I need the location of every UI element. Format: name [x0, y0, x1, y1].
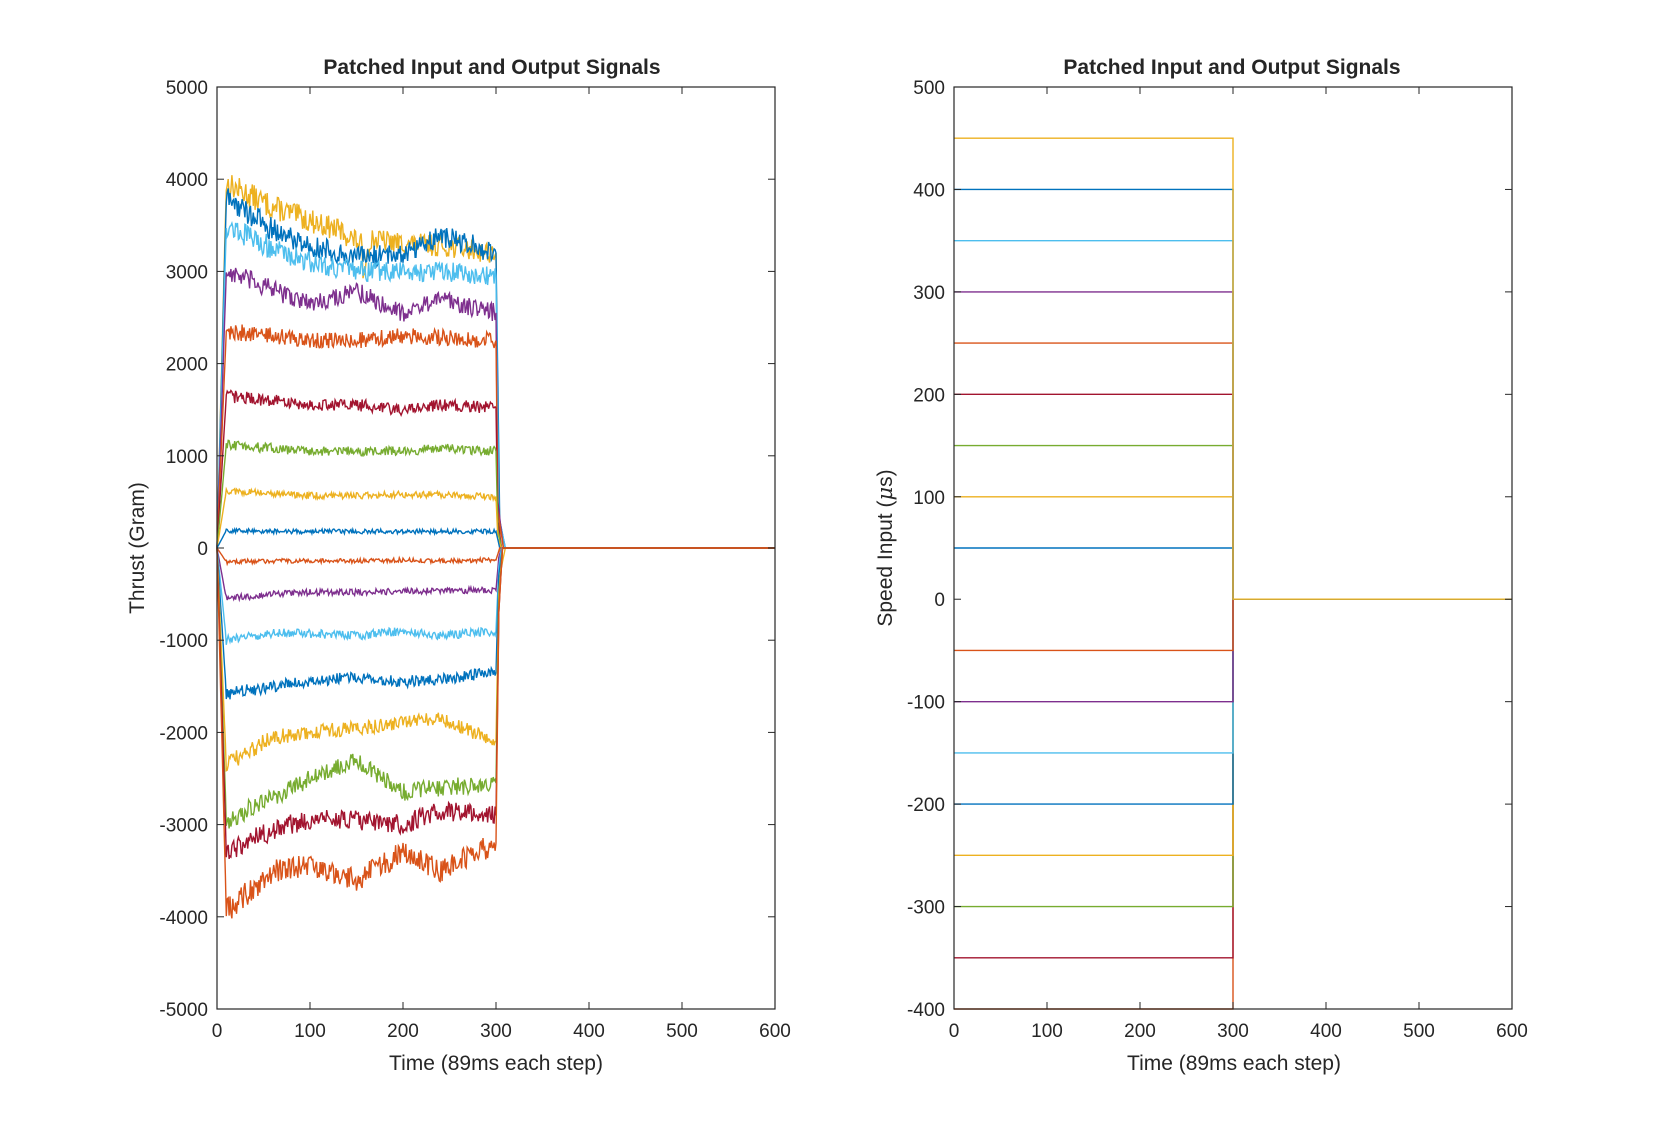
- speed-y-tick-label: -200: [907, 795, 945, 816]
- thrust-y-tick-label: 2000: [166, 355, 208, 376]
- thrust-y-tick-label: -1000: [159, 631, 208, 652]
- speed-y-axis-label-mu: μ: [873, 487, 897, 501]
- speed-y-axis-label-suffix: s): [874, 469, 897, 487]
- speed-y-tick-label: 200: [913, 385, 945, 406]
- speed-x-tick-label: 0: [949, 1021, 960, 1042]
- speed-chart-title: Patched Input and Output Signals: [1063, 56, 1400, 79]
- thrust-y-tick-label: 5000: [166, 78, 208, 99]
- speed-x-axis-label: Time (89ms each step): [1127, 1052, 1341, 1075]
- thrust-y-tick-label: -4000: [159, 908, 208, 929]
- thrust-y-ticks: -5000 -4000 -3000 -2000 -1000 0 1000 2000 3000 40…: [159, 78, 775, 1021]
- thrust-x-tick-label: 400: [573, 1021, 605, 1042]
- speed-x-tick-label: 500: [1403, 1021, 1435, 1042]
- speed-y-axis-label: Speed Input (μs): [873, 469, 897, 626]
- thrust-x-tick-label: 600: [759, 1021, 791, 1042]
- thrust-y-tick-label: -3000: [159, 816, 208, 837]
- speed-series-line: [954, 598, 1512, 652]
- speed-x-tick-label: 600: [1496, 1021, 1528, 1042]
- thrust-series-line: [216, 486, 775, 549]
- speed-y-tick-label: -400: [907, 1000, 945, 1021]
- thrust-x-axis-label: Time (89ms each step): [389, 1052, 603, 1075]
- thrust-y-tick-label: -5000: [159, 1000, 208, 1021]
- thrust-chart-title: Patched Input and Output Signals: [323, 56, 660, 79]
- thrust-x-ticks: 0 100 200 300 400 500 600: [212, 87, 791, 1042]
- speed-y-tick-label: 500: [913, 78, 945, 99]
- thrust-plot-area: [216, 175, 775, 919]
- thrust-x-tick-label: 200: [387, 1021, 419, 1042]
- thrust-x-tick-label: 500: [666, 1021, 698, 1042]
- speed-y-tick-label: -100: [907, 693, 945, 714]
- speed-x-tick-label: 300: [1217, 1021, 1249, 1042]
- thrust-y-tick-label: -2000: [159, 723, 208, 744]
- thrust-series-line: [216, 547, 775, 645]
- speed-y-tick-label: 400: [913, 180, 945, 201]
- speed-x-tick-label: 400: [1310, 1021, 1342, 1042]
- thrust-x-tick-label: 300: [480, 1021, 512, 1042]
- speed-y-tick-label: 300: [913, 283, 945, 304]
- thrust-x-tick-label: 100: [294, 1021, 326, 1042]
- speed-y-tick-label: 0: [934, 590, 945, 611]
- speed-y-ticks: -400 -300 -200 -100 0 100 200 300 400 500: [907, 78, 1512, 1021]
- thrust-chart: Patched Input and Output Signals 0 100 200…: [126, 56, 791, 1075]
- speed-chart: Patched Input and Output Signals 0 100 200…: [873, 56, 1528, 1075]
- thrust-series-line: [216, 526, 775, 549]
- thrust-y-tick-label: 3000: [166, 262, 208, 283]
- thrust-y-axis-label: Thrust (Gram): [126, 482, 149, 614]
- thrust-y-tick-label: 0: [197, 539, 208, 560]
- thrust-series-line: [216, 547, 775, 567]
- thrust-series-line: [216, 547, 775, 603]
- speed-series-line: [954, 137, 1512, 600]
- thrust-y-tick-label: 4000: [166, 170, 208, 191]
- thrust-y-tick-label: 1000: [166, 447, 208, 468]
- thrust-series-line: [216, 547, 775, 919]
- speed-y-axis-label-prefix: Speed Input (: [874, 501, 897, 627]
- thrust-x-tick-label: 0: [212, 1021, 223, 1042]
- speed-y-tick-label: -300: [907, 898, 945, 919]
- speed-x-tick-label: 200: [1124, 1021, 1156, 1042]
- speed-x-tick-label: 100: [1031, 1021, 1063, 1042]
- speed-plot-area: [954, 137, 1512, 1010]
- speed-y-tick-label: 100: [913, 488, 945, 509]
- speed-x-ticks: 0 100 200 300 400 500 600: [949, 87, 1528, 1042]
